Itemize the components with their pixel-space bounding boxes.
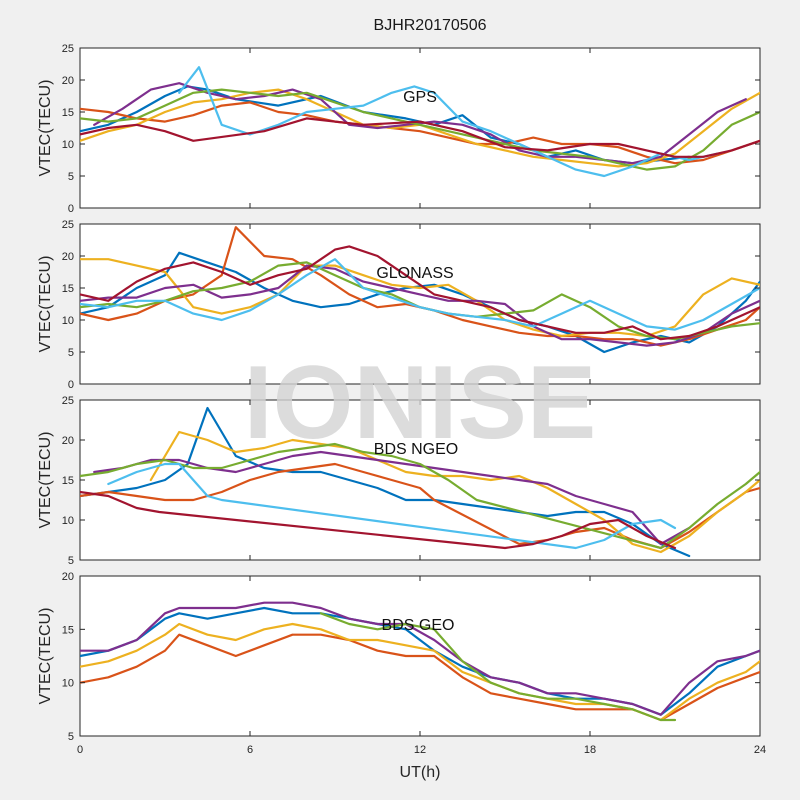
bds-geo-panel-label: BDS GEO: [382, 617, 455, 634]
glonass-series-line-7: [80, 245, 760, 341]
bds-ngeo-y-tick-label: 10: [62, 515, 74, 527]
gps-panel: 0 5 10 15 20 25 VTEC(TECU) GPS: [37, 43, 761, 215]
bds-geo-y-tick-label: 10: [62, 678, 74, 690]
bds-ngeo-panel: 5 10 15 20 25 VTEC(TECU) BDS NGEO: [37, 395, 761, 567]
bds-ngeo-series-line-1: [80, 406, 691, 558]
gps-series-line-5: [80, 88, 760, 171]
glonass-y-tick-label: 0: [68, 379, 74, 391]
bds-ngeo-y-tick-label: 15: [62, 475, 74, 487]
bds-geo-panel: 0 6 12 18 24 5 10 15 20 VTEC(TECU) BDS GEO: [37, 571, 766, 756]
gps-y-tick-label: 15: [62, 107, 74, 119]
bds-geo-y-axis-label: VTEC(TECU): [37, 608, 54, 705]
bds-geo-x-tick-label: 0: [77, 744, 83, 756]
bds-ngeo-series-line-7: [80, 490, 677, 550]
bds-ngeo-y-axis-label: VTEC(TECU): [37, 432, 54, 529]
gps-y-tick-label: 5: [68, 171, 74, 183]
bds-geo-y-tick-label: 5: [68, 731, 74, 743]
glonass-y-tick-label: 5: [68, 347, 74, 359]
bds-ngeo-series-line-5: [80, 442, 760, 550]
glonass-y-tick-label: 20: [62, 251, 74, 263]
bds-geo-x-tick-label: 12: [414, 744, 426, 756]
glonass-y-tick-label: 15: [62, 283, 74, 295]
gps-y-tick-label: 20: [62, 75, 74, 87]
glonass-y-tick-label: 10: [62, 315, 74, 327]
bds-ngeo-series-group: [80, 406, 760, 558]
bds-geo-series-group: [80, 601, 760, 722]
gps-plot-area: [79, 47, 761, 209]
bds-ngeo-panel-label: BDS NGEO: [374, 441, 458, 458]
gps-y-tick-label: 25: [62, 43, 74, 55]
bds-geo-y-tick-label: 15: [62, 624, 74, 636]
bds-ngeo-series-line-4: [93, 450, 691, 546]
bds-geo-series-line-5: [319, 612, 677, 722]
bds-geo-x-tick-label: 24: [754, 744, 766, 756]
glonass-series-line-6: [80, 258, 760, 331]
gps-y-tick-label: 10: [62, 139, 74, 151]
bds-geo-series-line-4: [80, 601, 760, 716]
gps-series-line-2: [80, 101, 760, 165]
glonass-series-line-4: [80, 264, 760, 347]
gps-series-line-7: [80, 117, 760, 158]
figure-title: BJHR20170506: [374, 17, 487, 34]
bds-geo-y-tick-label: 20: [62, 571, 74, 583]
glonass-y-tick-label: 25: [62, 219, 74, 231]
glonass-series-group: [80, 226, 760, 354]
glonass-plot-area: [79, 223, 761, 385]
gps-panel-label: GPS: [403, 89, 437, 106]
gps-y-tick-label: 0: [68, 203, 74, 215]
glonass-panel-label: GLONASS: [376, 265, 453, 282]
gps-series-group: [80, 66, 760, 178]
x-axis-label: UT(h): [400, 764, 441, 781]
bds-geo-x-tick-label: 6: [247, 744, 253, 756]
gps-y-axis-label: VTEC(TECU): [37, 80, 54, 177]
bds-ngeo-series-line-6: [107, 462, 677, 550]
watermark: IONISE: [244, 345, 597, 461]
glonass-y-axis-label: VTEC(TECU): [37, 256, 54, 353]
glonass-panel: 0 5 10 15 20 25 VTEC(TECU) GLONASS: [37, 219, 761, 391]
bds-ngeo-y-tick-label: 20: [62, 435, 74, 447]
bds-ngeo-y-tick-label: 5: [68, 555, 74, 567]
bds-ngeo-y-tick-label: 25: [62, 395, 74, 407]
bds-geo-x-tick-label: 18: [584, 744, 596, 756]
